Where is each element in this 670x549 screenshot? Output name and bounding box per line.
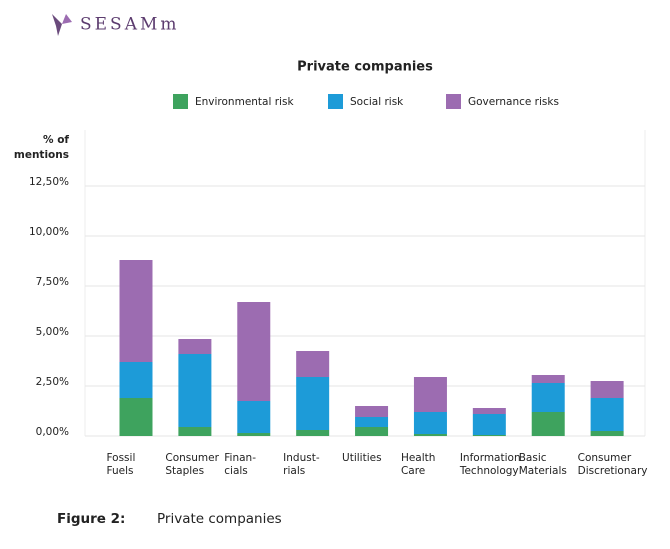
y-label: % of	[43, 134, 69, 146]
bar-segment	[178, 339, 212, 354]
x-tick-label: Basic	[519, 452, 547, 464]
bar-segment	[472, 435, 506, 436]
bar-segment	[590, 398, 624, 431]
legend-swatch	[328, 94, 343, 109]
bar-segment	[119, 362, 153, 398]
bar-segment	[472, 414, 506, 435]
caption-label: Figure 2:	[57, 511, 125, 527]
caption-text: Private companies	[157, 511, 282, 527]
x-tick-label: Fuels	[107, 465, 134, 477]
bar-segment	[237, 433, 271, 436]
logo: SESAMm	[80, 15, 180, 35]
bar-segment	[472, 408, 506, 414]
x-tick-label: Utilities	[342, 452, 382, 464]
y-tick-label: 5,00%	[36, 326, 69, 338]
legend-swatch	[446, 94, 461, 109]
bar-segment	[119, 260, 153, 362]
bar-segment	[296, 351, 330, 377]
x-tick-label: Staples	[165, 465, 204, 477]
x-tick-label: Care	[401, 465, 425, 477]
bar-segment	[531, 412, 565, 436]
x-tick-label: Materials	[519, 465, 567, 477]
x-tick-label: Information	[460, 452, 521, 464]
x-tick-label: Indust-	[283, 452, 320, 464]
y-tick-label: 7,50%	[36, 276, 69, 288]
bar-segment	[413, 377, 447, 412]
x-tick-label: Finan-	[224, 452, 256, 464]
x-tick-label: rials	[283, 465, 305, 477]
legend-label: Governance risks	[468, 96, 559, 108]
bar-segment	[178, 427, 212, 436]
bar-segment	[237, 302, 271, 401]
logo-mark	[52, 14, 72, 36]
x-tick-label: Consumer	[578, 452, 632, 464]
chart-title: Private companies	[297, 60, 433, 75]
bar-segment	[296, 430, 330, 436]
bar-segment	[531, 383, 565, 412]
x-tick-label: Discretionary	[578, 465, 648, 477]
x-tick-label: Technology	[459, 465, 519, 477]
bar-segment	[119, 398, 153, 436]
bar-segment	[355, 406, 389, 417]
x-tick-label: Consumer	[165, 452, 219, 464]
bar-segment	[413, 412, 447, 434]
bar-segment	[355, 427, 389, 436]
y-tick-label: 10,00%	[29, 226, 69, 238]
legend-swatch	[173, 94, 188, 109]
bar-segment	[237, 401, 271, 433]
x-tick-label: cials	[224, 465, 248, 477]
y-tick-label: 12,50%	[29, 176, 69, 188]
y-tick-label: 0,00%	[36, 426, 69, 438]
bar-segment	[413, 434, 447, 436]
y-label: mentions	[14, 149, 69, 161]
y-tick-label: 2,50%	[36, 376, 69, 388]
bar-segment	[590, 381, 624, 398]
x-tick-label: Fossil	[107, 452, 136, 464]
bar-segment	[531, 375, 565, 383]
x-tick-label: Health	[401, 452, 435, 464]
bar-segment	[296, 377, 330, 430]
bar-segment	[355, 417, 389, 427]
legend-label: Environmental risk	[195, 96, 294, 108]
bar-segment	[590, 431, 624, 436]
legend-label: Social risk	[350, 96, 404, 108]
bar-segment	[178, 354, 212, 427]
